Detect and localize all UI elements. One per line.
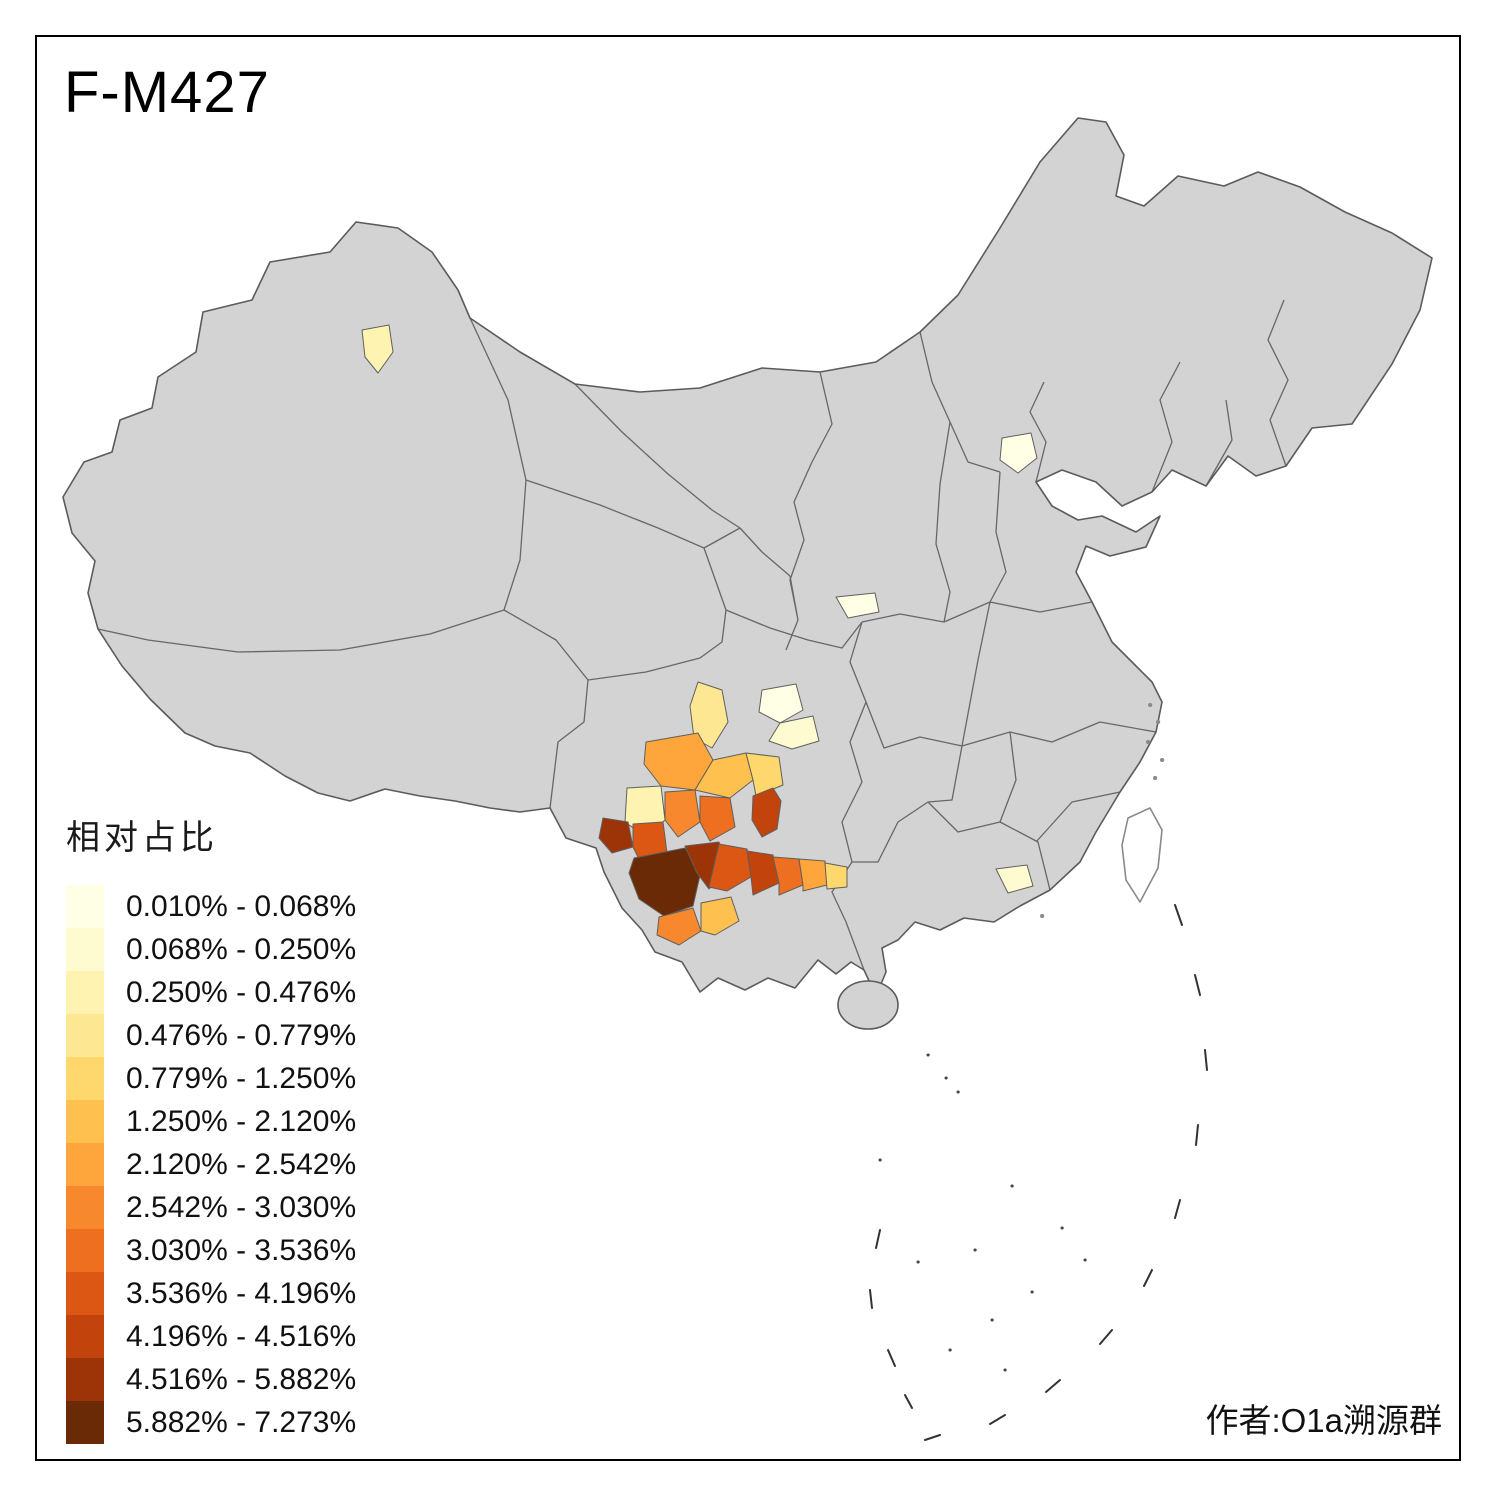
legend-title: 相对占比 [66, 819, 218, 857]
legend-item: 2.542% - 3.030% [66, 1186, 356, 1229]
legend-swatch [66, 928, 104, 971]
legend-swatch [66, 1014, 104, 1057]
region-cell [772, 856, 804, 896]
legend-swatch [66, 1315, 104, 1358]
coastal-islands [1040, 703, 1165, 918]
region-cell [694, 752, 754, 799]
legend-item: 4.516% - 5.882% [66, 1358, 356, 1401]
mainland-outline [62, 117, 1433, 997]
legend-label: 2.542% - 3.030% [126, 1190, 357, 1224]
taiwan-island [1121, 807, 1163, 903]
legend-swatch [66, 1358, 104, 1401]
legend-item: 2.120% - 2.542% [66, 1143, 356, 1186]
legend-item: 1.250% - 2.120% [66, 1100, 356, 1143]
legend-swatch [66, 1272, 104, 1315]
legend: 相对占比 0.010% - 0.068% 0.068% - 0.250% 0.250… [66, 810, 356, 1444]
legend-item: 0.010% - 0.068% [66, 885, 356, 928]
plot-border [35, 35, 1461, 1461]
legend-label: 5.882% - 7.273% [126, 1405, 357, 1439]
legend-swatch [66, 971, 104, 1014]
region-cell [708, 843, 752, 892]
region-cell [835, 592, 880, 619]
region-cell [700, 896, 740, 936]
region-cell [798, 858, 828, 892]
legend-swatch [66, 1401, 104, 1444]
legend-swatch [66, 1186, 104, 1229]
region-cell [999, 432, 1038, 474]
legend-item: 4.196% - 4.516% [66, 1315, 356, 1358]
legend-item: 0.476% - 0.779% [66, 1014, 356, 1057]
region-cell [746, 850, 780, 896]
region-cell [751, 787, 782, 838]
nine-dash-line [869, 904, 1208, 1441]
legend-item: 5.882% - 7.273% [66, 1401, 356, 1444]
legend-item: 0.779% - 1.250% [66, 1057, 356, 1100]
legend-item: 3.030% - 3.536% [66, 1229, 356, 1272]
legend-swatch [66, 1057, 104, 1100]
legend-label: 1.250% - 2.120% [126, 1104, 357, 1138]
legend-item: 3.536% - 4.196% [66, 1272, 356, 1315]
region-cell [689, 681, 729, 749]
legend-label: 0.779% - 1.250% [126, 1061, 357, 1095]
figure-title: F-M427 [64, 60, 270, 125]
legend-item: 0.250% - 0.476% [66, 971, 356, 1014]
legend-swatch [66, 885, 104, 928]
legend-swatch [66, 1229, 104, 1272]
legend-label: 0.476% - 0.779% [126, 1018, 357, 1052]
region-cell [699, 795, 736, 842]
legend-label: 3.030% - 3.536% [126, 1233, 357, 1267]
legend-label: 0.250% - 0.476% [126, 975, 357, 1009]
map-layers [62, 117, 1433, 1441]
region-cell [598, 817, 634, 854]
hainan-island [837, 980, 899, 1030]
region-cell [768, 715, 820, 750]
legend-items: 0.010% - 0.068% 0.068% - 0.250% 0.250% - 0… [66, 885, 356, 1444]
region-cell [758, 683, 804, 724]
region-cell [361, 324, 394, 374]
legend-swatch [66, 1100, 104, 1143]
legend-swatch [66, 1143, 104, 1186]
legend-label: 4.196% - 4.516% [126, 1319, 357, 1353]
legend-label: 3.536% - 4.196% [126, 1276, 357, 1310]
region-cell [995, 864, 1034, 894]
colored-regions [361, 324, 1038, 946]
region-cell [656, 907, 702, 946]
region-cell [824, 862, 848, 890]
province-boundaries [97, 299, 1289, 971]
legend-label: 2.120% - 2.542% [126, 1147, 357, 1181]
legend-label: 0.068% - 0.250% [126, 932, 357, 966]
region-cell [664, 789, 701, 838]
author-credit: 作者:O1a溯源群 [1205, 1402, 1442, 1439]
south-china-sea-islets [878, 1053, 1087, 1372]
legend-label: 4.516% - 5.882% [126, 1362, 357, 1396]
legend-item: 0.068% - 0.250% [66, 928, 356, 971]
legend-label: 0.010% - 0.068% [126, 889, 357, 923]
